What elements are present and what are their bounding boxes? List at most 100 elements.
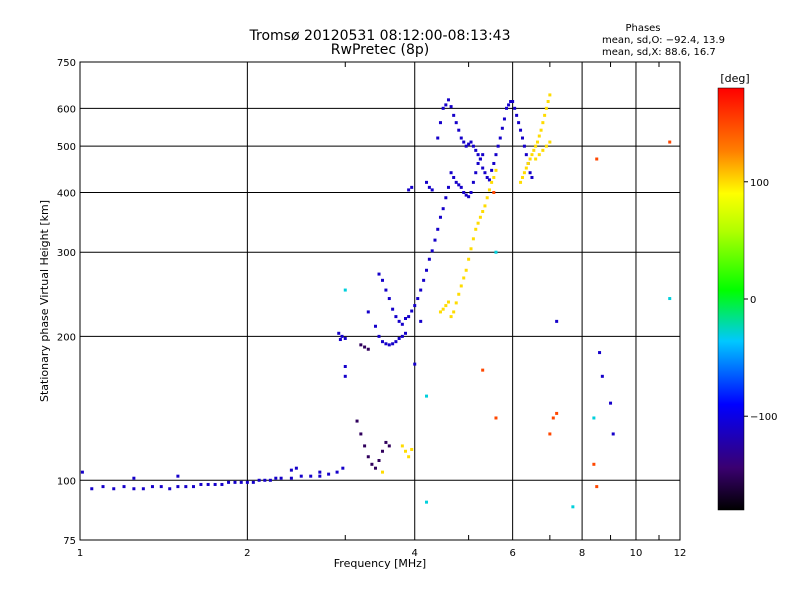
data-point xyxy=(318,470,322,474)
data-point xyxy=(483,204,487,208)
data-point xyxy=(299,474,303,478)
data-point xyxy=(90,487,94,491)
y-axis-label: Stationary phase Virtual Height [km] xyxy=(38,200,51,402)
y-tick-label: 75 xyxy=(63,536,76,547)
data-point xyxy=(359,343,363,347)
x-axis-label: Frequency [MHz] xyxy=(334,557,426,570)
data-point xyxy=(263,478,267,482)
data-point xyxy=(459,136,463,140)
data-point xyxy=(425,180,429,184)
data-point xyxy=(537,134,541,138)
data-point xyxy=(413,304,417,308)
data-point xyxy=(343,336,347,340)
data-point xyxy=(132,476,136,480)
data-point xyxy=(427,185,431,189)
data-point xyxy=(366,310,370,314)
data-point xyxy=(524,166,528,170)
data-point xyxy=(598,351,602,355)
data-point xyxy=(534,157,538,161)
data-point xyxy=(528,157,532,161)
x-tick-label: 1 xyxy=(77,548,83,559)
data-point xyxy=(519,180,523,184)
data-point xyxy=(341,466,345,470)
data-point xyxy=(257,478,261,482)
data-point xyxy=(481,153,485,157)
data-point xyxy=(373,466,377,470)
data-point xyxy=(373,324,377,328)
data-point xyxy=(548,140,552,144)
data-point xyxy=(492,190,496,194)
data-point xyxy=(404,449,408,453)
data-point xyxy=(289,468,293,472)
data-point xyxy=(359,432,363,436)
data-point xyxy=(464,144,468,148)
x-axis-ticks: 1 2 4 6 8 10 12 xyxy=(77,548,687,559)
data-point xyxy=(505,106,509,110)
data-point xyxy=(397,336,401,340)
data-point xyxy=(483,171,487,175)
data-point xyxy=(532,148,536,152)
data-point xyxy=(436,227,440,231)
data-point xyxy=(668,297,672,301)
data-point xyxy=(410,447,414,451)
data-point xyxy=(600,374,604,378)
colorbar-tick-label: −100 xyxy=(750,412,777,423)
data-point xyxy=(467,257,471,261)
data-point xyxy=(668,140,672,144)
phases-x-stats: mean, sd,X: 88.6, 16.7 xyxy=(602,47,716,58)
data-point xyxy=(592,462,596,466)
data-point xyxy=(534,144,538,148)
data-point xyxy=(337,331,341,335)
data-point xyxy=(239,480,243,484)
data-points xyxy=(80,93,672,509)
data-point xyxy=(377,334,381,338)
data-point xyxy=(227,480,231,484)
data-point xyxy=(464,193,468,197)
data-point xyxy=(419,319,423,323)
data-point xyxy=(522,171,526,175)
data-point xyxy=(80,470,84,474)
data-point xyxy=(206,482,210,486)
data-point xyxy=(541,121,545,125)
data-point xyxy=(168,487,172,491)
data-point xyxy=(366,347,370,351)
chart-title: Tromsø 20120531 08:12:00-08:13:43 xyxy=(249,28,511,44)
data-point xyxy=(340,334,344,338)
data-point xyxy=(407,188,411,192)
y-tick-label: 600 xyxy=(57,104,76,115)
x-tick-label: 8 xyxy=(579,548,585,559)
data-point xyxy=(430,188,434,192)
colorbar-tick-label: 0 xyxy=(750,295,756,306)
data-point xyxy=(335,470,339,474)
data-point xyxy=(251,480,255,484)
y-axis-ticks: 75 100 200 300 400 500 600 750 xyxy=(57,58,76,547)
data-point xyxy=(476,221,480,225)
data-point xyxy=(176,474,180,478)
data-point xyxy=(384,440,388,444)
data-point xyxy=(535,140,539,144)
x-tick-label: 12 xyxy=(674,548,687,559)
data-point xyxy=(546,100,550,104)
data-point xyxy=(176,485,180,489)
data-point xyxy=(511,100,515,104)
plot-area xyxy=(79,61,681,541)
data-point xyxy=(400,334,404,338)
data-point xyxy=(410,185,414,189)
data-point xyxy=(425,394,429,398)
data-point xyxy=(425,500,429,504)
data-point xyxy=(502,117,506,121)
data-point xyxy=(433,238,437,242)
data-point xyxy=(444,196,448,200)
data-point xyxy=(387,444,391,448)
data-point xyxy=(530,153,534,157)
data-point xyxy=(416,297,420,301)
data-point xyxy=(494,416,498,420)
data-point xyxy=(441,106,445,110)
data-point xyxy=(410,309,414,313)
data-point xyxy=(528,171,532,175)
data-point xyxy=(404,331,408,335)
data-point xyxy=(363,345,367,349)
data-point xyxy=(520,136,524,140)
data-point xyxy=(544,106,548,110)
